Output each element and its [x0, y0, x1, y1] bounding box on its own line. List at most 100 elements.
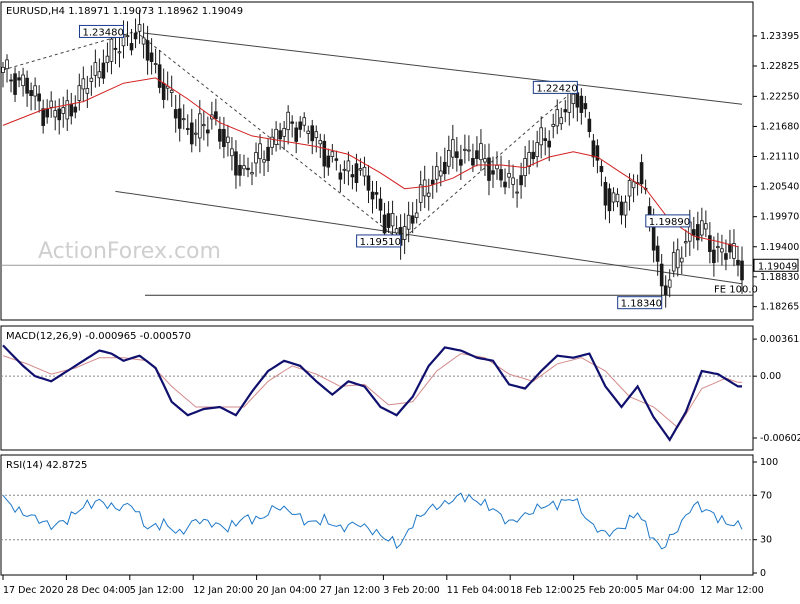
candle-body — [406, 214, 411, 230]
candle — [278, 122, 282, 150]
candle-body — [471, 157, 475, 166]
candle — [129, 28, 134, 56]
candle-body — [410, 215, 415, 224]
candle — [434, 152, 439, 193]
rsi-y-tick-label: 70 — [760, 490, 772, 501]
price-layer: FE 100.0 1.23480 1.22420 1.19510 1.19890 1.18… — [1, 9, 758, 310]
rsi-y-tick-label: 100 — [760, 457, 778, 468]
candle-body — [366, 175, 371, 191]
candle — [189, 108, 194, 153]
x-tick-label: 18 Feb 12:00 — [510, 585, 572, 596]
candle-body — [141, 37, 146, 45]
candle — [663, 275, 668, 308]
candle — [258, 134, 262, 174]
candle — [298, 116, 303, 138]
candle — [202, 111, 206, 141]
candle-body — [402, 226, 407, 240]
candle-body — [732, 243, 736, 259]
candle-body — [675, 249, 680, 269]
candle-body — [499, 169, 503, 181]
candle — [262, 150, 266, 177]
candle — [101, 49, 106, 84]
price-y-tick-label: 1.19970 — [760, 212, 799, 223]
candle-body — [226, 136, 230, 143]
candle — [242, 154, 246, 177]
candle — [33, 77, 37, 111]
candle — [551, 113, 556, 139]
rsi-y-tick-label: 0 — [760, 568, 766, 579]
candle — [81, 66, 86, 103]
rsi-panel-frame — [0, 454, 754, 576]
candle-body — [430, 179, 435, 185]
candle — [294, 121, 298, 154]
candle-body — [740, 260, 744, 281]
candle — [659, 253, 664, 301]
candle — [57, 98, 62, 135]
candle — [442, 147, 447, 181]
candle-body — [270, 136, 274, 148]
candle — [17, 70, 21, 88]
candle — [145, 25, 150, 75]
candle-body — [386, 213, 391, 228]
candle — [555, 99, 560, 135]
price-annotation: 1.19510 — [356, 234, 402, 248]
candle-body — [724, 253, 728, 260]
candle — [177, 94, 182, 142]
axis-layer: 1.23395 1.22825 1.22250 1.21680 1.21110 1.205… — [2, 31, 800, 596]
price-y-tick-label: 1.21110 — [760, 152, 799, 163]
candle-body — [149, 52, 154, 62]
candle — [712, 236, 716, 277]
candle — [402, 213, 407, 255]
candle-body — [615, 193, 620, 203]
candle-body — [700, 220, 704, 236]
watermark: ActionForex.com — [38, 239, 221, 264]
x-tick-label: 5 Mar 04:00 — [637, 585, 694, 596]
x-tick-label: 3 Feb 20:00 — [383, 585, 439, 596]
annotation-box — [532, 80, 578, 94]
candle-body — [258, 143, 262, 160]
candle-body — [390, 213, 395, 227]
dashed-trend-line — [135, 31, 401, 242]
candle — [531, 140, 535, 166]
candle — [218, 116, 222, 150]
candle-body — [563, 109, 568, 113]
candle — [430, 165, 435, 199]
candle — [157, 49, 162, 94]
candle — [197, 100, 202, 153]
candle-body — [125, 35, 130, 38]
candle — [631, 174, 636, 203]
candle — [193, 119, 198, 147]
candle-body — [137, 24, 142, 32]
candle — [390, 200, 395, 236]
candle-body — [290, 121, 294, 124]
candle-body — [242, 165, 246, 170]
candle-body — [559, 117, 564, 125]
candle — [467, 135, 471, 162]
x-tick-label: 12 Jan 20:00 — [193, 585, 253, 596]
candle-body — [455, 151, 459, 158]
candle — [226, 124, 230, 157]
candle — [671, 241, 676, 278]
price-panel-frame — [0, 1, 754, 321]
candle-body — [575, 92, 580, 108]
candle-body — [595, 145, 600, 161]
candle-body — [463, 148, 467, 151]
candle-body — [728, 243, 732, 253]
candle-body — [362, 166, 367, 177]
candle-body — [177, 108, 182, 129]
candle-body — [250, 172, 254, 175]
candle-body — [173, 109, 178, 119]
candle — [37, 85, 41, 113]
macd-y-tick-label: 0.00 — [760, 371, 781, 382]
candle-body — [507, 173, 511, 178]
candle-body — [495, 164, 499, 170]
candle-body — [306, 130, 311, 134]
candle — [623, 195, 628, 228]
candle — [117, 37, 122, 68]
price-y-tick-label: 1.18830 — [760, 272, 799, 283]
candle-body — [603, 181, 608, 206]
candle — [619, 195, 624, 225]
annotation-text: 1.19890 — [649, 217, 690, 228]
candle-body — [169, 89, 174, 94]
candle — [93, 49, 98, 88]
